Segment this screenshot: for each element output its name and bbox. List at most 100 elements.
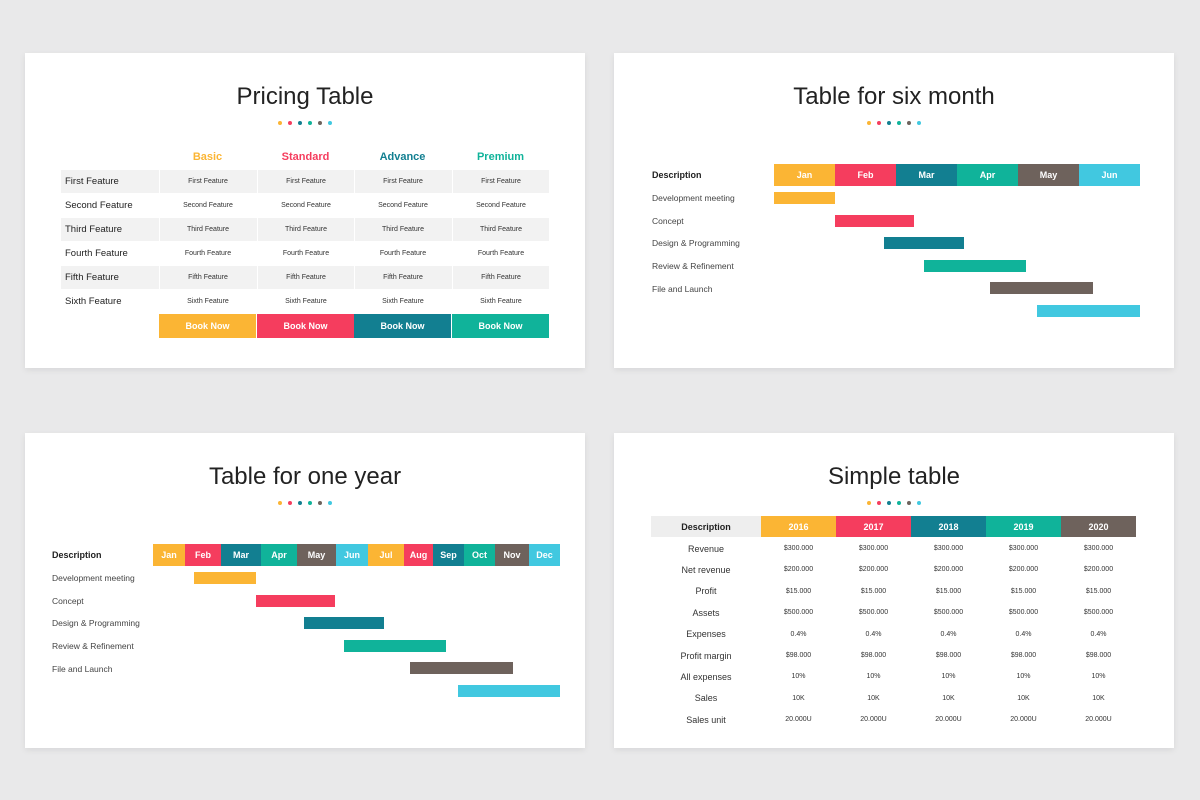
month-header: May [297, 544, 336, 566]
cell: $98.000 [1085, 652, 1112, 659]
book-button[interactable]: Book Now [452, 314, 549, 338]
one-year-panel: Table for one year Description Jan Feb Mar Ap… [25, 433, 585, 748]
title-dot [278, 121, 282, 125]
cell: Second Feature [257, 194, 354, 217]
six-month-panel: Table for six month Description Jan Feb Mar A… [614, 53, 1174, 368]
gantt-bar [410, 662, 513, 674]
cell: 10K [792, 694, 805, 702]
cell: 10% [866, 673, 881, 681]
title-dot [308, 501, 312, 505]
title-dot [907, 121, 911, 125]
cell: Sixth Feature [452, 290, 549, 313]
cell: Fourth Feature [257, 242, 354, 265]
pricing-panel: Pricing Table Basic Standard Advance Premium… [25, 53, 585, 368]
row-label: Second Feature [65, 200, 133, 211]
gantt-bar [884, 237, 964, 249]
row-label: Net revenue [681, 564, 731, 575]
row-label: Profit margin [680, 650, 732, 661]
title-dot [897, 501, 901, 505]
row-label: Expenses [686, 629, 726, 640]
row-label: Sales unit [686, 714, 726, 725]
column-header: Basic [192, 151, 223, 163]
cell: $200.000 [858, 566, 889, 574]
title-dot [318, 501, 322, 505]
month-header: Apr [261, 544, 297, 566]
cell: Second Feature [159, 194, 256, 217]
title-dot [308, 121, 312, 125]
month-header: Dec [529, 544, 560, 566]
cell: $500.000 [1008, 609, 1039, 617]
column-header: Premium [476, 151, 525, 163]
cell: 20.000U [1085, 716, 1112, 724]
description-header: Description [52, 550, 102, 560]
description-header: Description [652, 170, 702, 180]
header-cell: 2018 [911, 516, 986, 537]
cell: 10K [942, 694, 955, 702]
book-button[interactable]: Book Now [257, 314, 354, 338]
month-header: May [1018, 164, 1079, 186]
cell: Sixth Feature [257, 290, 354, 313]
cell: Third Feature [452, 218, 549, 241]
cell: 0.4% [940, 630, 957, 638]
month-header: Apr [957, 164, 1018, 186]
title-dot [288, 501, 292, 505]
month-header: Nov [495, 544, 529, 566]
title-dot [298, 121, 302, 125]
cell: Second Feature [354, 194, 451, 217]
header-cell: 2016 [761, 516, 836, 537]
header-cell: 2017 [836, 516, 911, 537]
gantt-bar [256, 594, 335, 607]
title-dot [877, 121, 881, 125]
cell: $98.000 [935, 652, 962, 659]
task-label: Design & Programming [52, 618, 140, 629]
month-header: Jun [1079, 164, 1140, 186]
month-header: Mar [221, 544, 261, 566]
cell: Sixth Feature [159, 290, 256, 313]
column-header: Advance [379, 151, 426, 163]
cell: Fifth Feature [354, 266, 451, 289]
book-button[interactable]: Book Now [159, 314, 256, 338]
title-dot [318, 121, 322, 125]
task-label: File and Launch [52, 663, 113, 674]
gantt-bar [194, 572, 256, 584]
cell: Third Feature [159, 218, 256, 241]
cell: $200.000 [1083, 566, 1114, 574]
cell: 10% [1016, 673, 1031, 681]
month-header: Jun [336, 544, 368, 566]
panel-title: Pricing Table [236, 83, 374, 110]
row-background [61, 218, 549, 241]
book-button[interactable]: Book Now [354, 314, 451, 338]
month-header: Jan [153, 544, 185, 566]
row-label: Assets [692, 607, 720, 618]
cell: $200.000 [1008, 566, 1039, 574]
month-header: Oct [464, 544, 495, 566]
row-background [61, 170, 549, 193]
panel-title: Table for six month [793, 83, 995, 110]
cell: Second Feature [452, 194, 549, 217]
cell: Fifth Feature [159, 266, 256, 289]
gantt-bar [774, 192, 835, 204]
month-header: Feb [185, 544, 221, 566]
cell: Fifth Feature [452, 266, 549, 289]
task-label: Design & Programming [652, 238, 740, 249]
cell: $500.000 [933, 609, 964, 617]
row-label: Sixth Feature [65, 296, 122, 307]
cell: 0.4% [790, 630, 807, 638]
cell: 10% [1091, 673, 1106, 681]
cell: Fourth Feature [159, 242, 256, 265]
cell: Fourth Feature [452, 242, 549, 265]
title-dot [298, 501, 302, 505]
title-dot [887, 501, 891, 505]
column-header: Standard [281, 151, 330, 163]
row-label: All expenses [680, 671, 732, 682]
gantt-bar [304, 617, 384, 629]
cell: First Feature [354, 170, 451, 193]
cell: $300.000 [858, 545, 889, 552]
cell: $15.000 [1010, 587, 1037, 595]
cell: $98.000 [785, 652, 812, 659]
cell: $300.000 [783, 545, 814, 552]
month-header: Sep [433, 544, 464, 566]
row-label: Sales [694, 693, 718, 704]
task-label: Concept [652, 215, 684, 226]
